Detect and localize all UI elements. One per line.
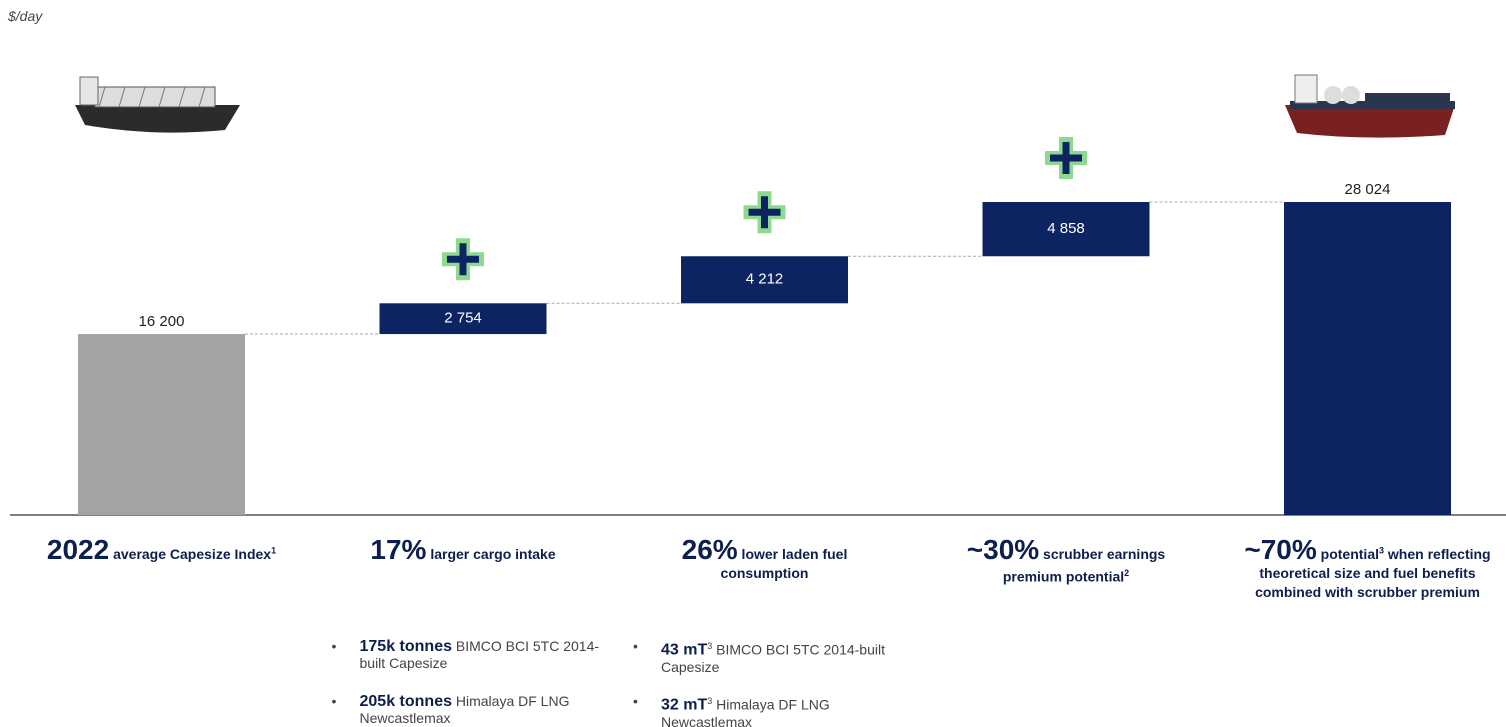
- value-label: 2 754: [444, 310, 482, 327]
- bar: [78, 334, 245, 515]
- caption: ~70% potential3 when reflecting theoreti…: [1233, 536, 1503, 602]
- bullet-part: BIMCO BCI 5TC 2014-built Capesize: [661, 641, 885, 675]
- plus-icon: [1045, 137, 1087, 179]
- bullet-part: BIMCO BCI 5TC 2014-built Capesize: [359, 638, 600, 671]
- bar: [982, 202, 1150, 257]
- value-label: 4 212: [746, 271, 784, 288]
- ship-icon: [1285, 74, 1455, 138]
- caption-part: scrubber earnings premium potential: [1002, 546, 1166, 585]
- caption-part: 26%: [681, 534, 738, 565]
- caption-part: ~30%: [966, 534, 1040, 565]
- caption: 2022 average Capesize Index1: [37, 536, 287, 564]
- bullet-part: 3: [707, 696, 713, 706]
- bar: [379, 303, 547, 335]
- bullet-part: Himalaya DF LNG Newcastlemax: [661, 696, 830, 727]
- plus-sign: [447, 243, 479, 276]
- bar: [1284, 202, 1451, 515]
- value-label: 4 858: [1047, 220, 1085, 237]
- value-label: 16 200: [139, 313, 185, 330]
- bar: [681, 256, 848, 304]
- caption-part: ~70%: [1244, 534, 1317, 565]
- bullet-part: Himalaya DF LNG Newcastlemax: [359, 693, 570, 726]
- bullet-dot: •: [331, 638, 337, 654]
- caption: 17% larger cargo intake: [338, 536, 588, 564]
- bullet-dot: •: [633, 693, 638, 709]
- bullet: • 175k tonnes BIMCO BCI 5TC 2014-built Ca…: [332, 638, 605, 672]
- value-label: 28 024: [1345, 181, 1391, 198]
- plus-sign: [748, 196, 781, 229]
- plus-icon: [743, 191, 786, 234]
- bullet-dot: •: [331, 693, 337, 709]
- caption-part: 1: [271, 545, 277, 556]
- bullet-part: 3: [707, 641, 713, 651]
- caption-part: 3: [1379, 545, 1385, 556]
- unit-label: $/day: [8, 8, 43, 24]
- caption: ~30% scrubber earnings premium potential…: [941, 536, 1191, 587]
- caption-part: lower laden fuel consumption: [720, 546, 848, 581]
- plus-icon: [442, 238, 484, 281]
- bullet: • 32 mT3 Himalaya DF LNG Newcastlemax: [633, 693, 906, 727]
- bullet: • 205k tonnes Himalaya DF LNG Newcastlema…: [332, 693, 605, 727]
- bullet-dot: •: [633, 638, 638, 654]
- plus-sign: [1050, 142, 1082, 174]
- bullet-part: 32 mT: [661, 696, 708, 714]
- caption: 26% lower laden fuel consumption: [640, 536, 890, 583]
- bullet-part: 205k tonnes: [359, 693, 452, 710]
- caption-part: potential: [1316, 546, 1380, 562]
- caption-part: 17%: [370, 534, 427, 565]
- caption-part: 2: [1124, 568, 1130, 578]
- bullet-part: 175k tonnes: [359, 638, 452, 655]
- caption-part: larger cargo intake: [426, 546, 556, 562]
- caption-part: when reflecting theoretical size and fue…: [1255, 546, 1491, 600]
- ship-icon: [75, 76, 240, 133]
- caption-part: average Capesize Index: [109, 546, 272, 562]
- caption-part: 2022: [46, 534, 110, 565]
- bullet: • 43 mT3 BIMCO BCI 5TC 2014-built Capesiz…: [633, 638, 906, 676]
- bullet-part: 43 mT: [661, 641, 708, 659]
